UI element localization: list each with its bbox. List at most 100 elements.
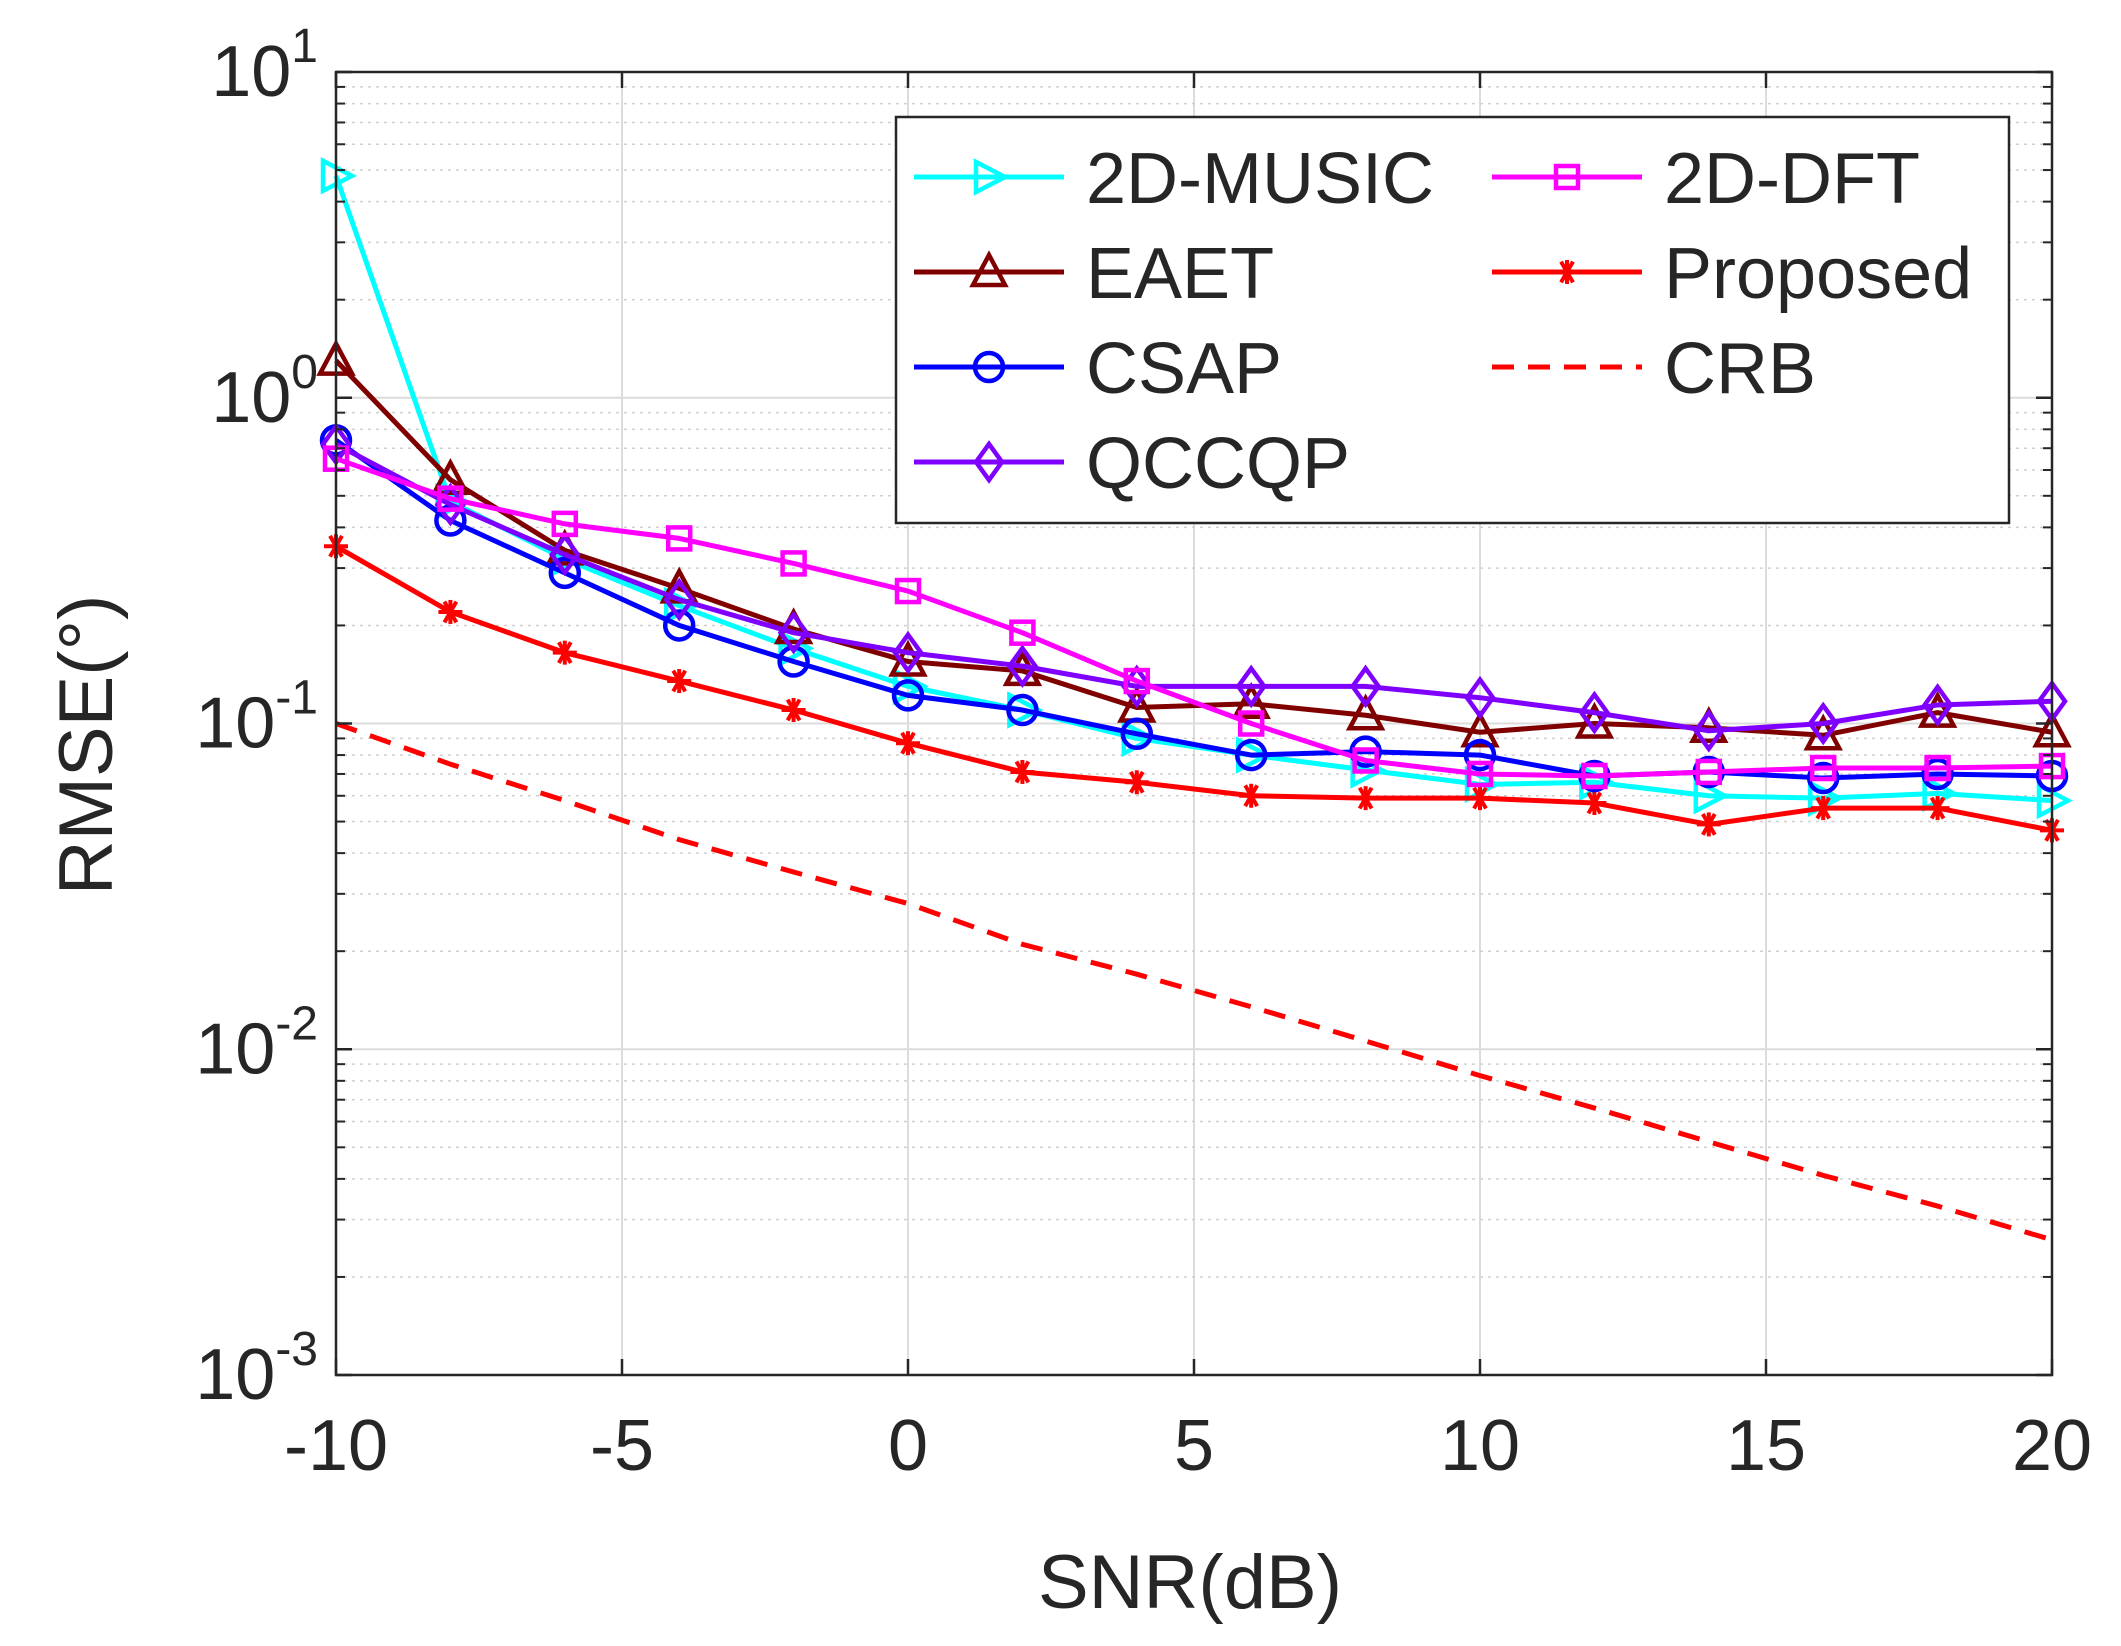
tick-marks xyxy=(334,70,2054,1377)
legend-label-proposed: Proposed xyxy=(1664,234,1972,314)
data-point-csap xyxy=(1349,735,1382,768)
series-line-csap xyxy=(334,438,2053,781)
data-point-qccqp xyxy=(1921,683,1954,727)
data-point-csap xyxy=(1921,757,1954,791)
legend-entry-qccqp: QCCQP xyxy=(914,424,1350,504)
data-point-qccqp xyxy=(1464,675,1496,720)
x-tick-label: 10 xyxy=(1440,1406,1520,1486)
data-point-2d-dft xyxy=(665,525,693,552)
legend-label-crb: CRB xyxy=(1664,329,1816,409)
data-point-2d-music xyxy=(2036,781,2073,820)
data-point-2d-dft xyxy=(1352,747,1379,774)
data-point-proposed xyxy=(438,599,463,624)
data-point-proposed xyxy=(1696,812,1721,837)
data-point-qccqp xyxy=(1807,701,1839,746)
data-point-qccqp xyxy=(1349,664,1382,709)
data-point-qccqp xyxy=(1693,708,1725,753)
data-point-eaet xyxy=(1231,681,1271,719)
legend-label-csap: CSAP xyxy=(1086,329,1282,409)
x-tick-labels: -10 -5 0 5 10 15 20 xyxy=(284,1406,2092,1486)
series-line-2d-dft xyxy=(335,456,2053,779)
y-tick-labels: 10-3 10-2 10-1 100 101 xyxy=(195,20,318,1415)
legend-label-eaet: EAET xyxy=(1086,234,1274,314)
data-point-2d-music xyxy=(320,157,357,195)
data-point-csap xyxy=(548,556,582,590)
legend-marker-proposed xyxy=(1555,260,1579,284)
series-line-eaet xyxy=(334,358,2053,738)
x-axis-label: SNR(dB) xyxy=(1038,1540,1342,1625)
data-point-2d-dft xyxy=(1924,754,1951,782)
x-tick-label: 0 xyxy=(888,1406,928,1486)
legend-label-2d-music: 2D-MUSIC xyxy=(1086,139,1434,219)
x-tick-label: -5 xyxy=(590,1406,654,1486)
legend-entry-crb: CRB xyxy=(1492,329,1816,409)
data-point-qccqp xyxy=(892,630,924,675)
x-tick-label: 15 xyxy=(1726,1406,1806,1486)
data-point-csap xyxy=(1234,738,1268,772)
data-point-proposed xyxy=(552,640,577,665)
data-point-2d-dft xyxy=(1009,619,1036,646)
y-tick-label: 10-1 xyxy=(195,672,318,764)
legend-entry-eaet: EAET xyxy=(914,234,1274,314)
legend-marker-csap xyxy=(972,350,1006,384)
data-point-2d-dft xyxy=(1123,667,1151,695)
data-point-qccqp xyxy=(1006,644,1039,688)
data-point-csap xyxy=(891,679,925,712)
series-line-qccqp xyxy=(334,442,2053,734)
legend-entry-proposed: Proposed xyxy=(1492,234,1972,314)
data-point-2d-dft xyxy=(551,510,579,538)
data-point-csap xyxy=(1806,761,1840,795)
data-point-2d-dft xyxy=(437,485,464,512)
legend-entry-2d-music: 2D-MUSIC xyxy=(914,139,1434,219)
data-point-qccqp xyxy=(1121,664,1153,709)
data-point-eaet xyxy=(1460,710,1500,748)
data-point-qccqp xyxy=(777,610,810,655)
x-tick-label: -10 xyxy=(284,1406,388,1486)
data-point-2d-dft xyxy=(1809,754,1837,782)
data-point-csap xyxy=(1006,693,1039,727)
data-point-proposed xyxy=(1468,786,1492,811)
legend-marker-qccqp xyxy=(973,440,1005,484)
x-tick-label: 5 xyxy=(1174,1406,1214,1486)
data-point-2d-dft xyxy=(780,550,807,577)
data-point-eaet xyxy=(1345,693,1386,731)
data-point-proposed xyxy=(1353,786,1378,811)
legend-marker-2d-dft xyxy=(1553,163,1581,191)
data-point-proposed xyxy=(781,698,806,723)
data-point-proposed xyxy=(1811,796,1836,821)
data-point-proposed xyxy=(1925,796,1950,821)
data-point-csap xyxy=(662,609,696,642)
legend: 2D-MUSIC 2D-DFT EAET Proposed CSAP CRB QCCQP xyxy=(894,115,2011,525)
legend-entry-2d-dft: 2D-DFT xyxy=(1492,139,1920,219)
data-point-proposed xyxy=(667,669,692,694)
y-axis-label: RMSE(°) xyxy=(44,595,129,896)
data-point-csap xyxy=(1120,717,1154,751)
legend-marker-eaet xyxy=(969,250,1009,288)
data-point-proposed xyxy=(1010,759,1035,784)
data-point-proposed xyxy=(1239,783,1264,808)
data-point-2d-music xyxy=(1693,777,1730,815)
legend-label-2d-dft: 2D-DFT xyxy=(1664,139,1920,219)
y-tick-label: 10-3 xyxy=(195,1323,318,1415)
series-line-crb xyxy=(335,721,2053,1243)
series-2d-dft xyxy=(322,445,2066,790)
data-point-qccqp xyxy=(1235,664,1267,709)
legend-marker-2d-music xyxy=(973,158,1010,196)
series-csap xyxy=(319,424,2069,795)
data-point-proposed xyxy=(1124,770,1149,795)
legend-box xyxy=(894,115,2011,525)
y-tick-label: 101 xyxy=(211,20,318,112)
series-line-proposed xyxy=(334,544,2053,833)
y-tick-label: 10-2 xyxy=(195,997,318,1089)
data-point-2d-dft xyxy=(1695,758,1723,786)
series-qccqp xyxy=(320,422,2068,753)
data-point-proposed xyxy=(1582,791,1607,816)
data-point-qccqp xyxy=(663,577,695,622)
series-proposed xyxy=(324,534,2064,843)
legend-label-qccqp: QCCQP xyxy=(1086,424,1350,504)
data-point-eaet xyxy=(430,457,471,496)
data-point-proposed xyxy=(896,731,920,756)
data-point-qccqp xyxy=(549,532,581,577)
series-crb xyxy=(335,721,2053,1243)
